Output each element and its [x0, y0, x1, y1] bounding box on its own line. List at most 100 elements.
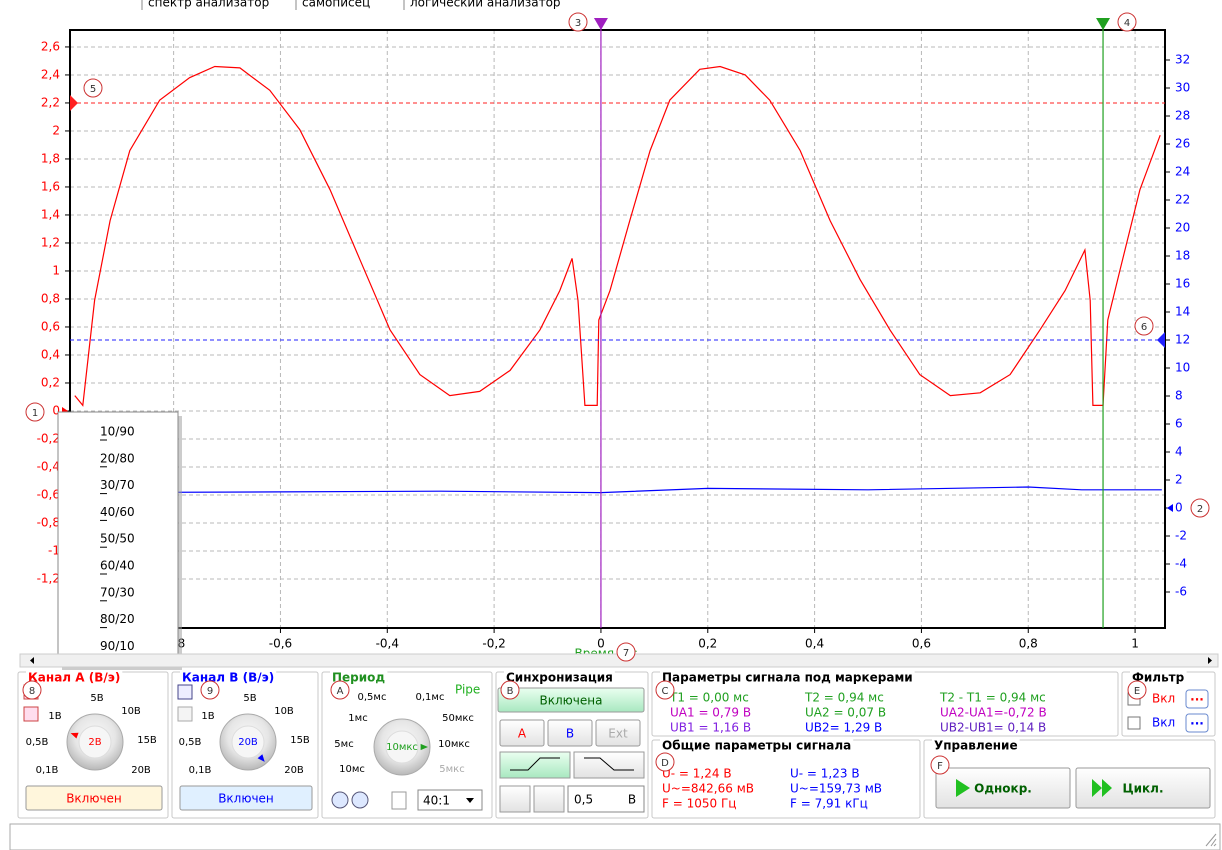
channel-button-label[interactable]: Включен — [66, 792, 122, 806]
menu-item[interactable]: 30/70 — [100, 478, 135, 492]
y-tick-label: 1,6 — [41, 179, 60, 193]
param-value: UB2-UB1= 0,14 В — [940, 721, 1046, 735]
dial-label: 15В — [290, 735, 310, 746]
x-tick-label: -0,2 — [482, 637, 505, 651]
y2-tick-label: 12 — [1175, 333, 1190, 347]
y2-tick-label: -6 — [1175, 585, 1187, 599]
cursor-handle[interactable] — [1157, 332, 1165, 349]
source-button[interactable] — [499, 719, 545, 747]
ratio-select[interactable] — [417, 789, 483, 811]
page-button[interactable] — [391, 791, 407, 810]
callout-label: 6 — [1141, 322, 1147, 333]
edge-button[interactable] — [573, 751, 645, 779]
param-value: F = 1050 Гц — [662, 797, 736, 811]
sync-button-label[interactable]: Включена — [540, 694, 603, 708]
y-tick-label: 1,8 — [41, 151, 60, 165]
control-button-label[interactable]: Цикл. — [1122, 782, 1163, 796]
source-button-label[interactable]: A — [518, 727, 527, 741]
source-button[interactable] — [595, 719, 641, 747]
channel-button[interactable] — [179, 785, 313, 811]
callout-circle — [1134, 316, 1154, 336]
y2-tick-label: 14 — [1175, 305, 1190, 319]
panel-title: Канал A (В/э) — [28, 671, 120, 685]
cursor-handle[interactable] — [1096, 18, 1111, 30]
filter-settings[interactable] — [1185, 689, 1209, 709]
level-input[interactable] — [567, 785, 645, 813]
dial-label: 1мс — [348, 713, 367, 724]
mode-button[interactable] — [499, 785, 531, 813]
checkbox[interactable] — [1127, 716, 1141, 730]
ratio-value[interactable]: 40:1 — [423, 794, 450, 808]
panel-title: Синхронизация — [506, 671, 613, 685]
dial-label: 10мкс — [438, 739, 470, 750]
y-tick-label: 1,4 — [41, 207, 60, 221]
dial-label: 20В — [284, 765, 304, 776]
param-value: UB2= 1,29 В — [805, 721, 882, 735]
zoom-button[interactable] — [331, 791, 349, 809]
x-tick-label: 0 — [597, 637, 605, 651]
icon[interactable] — [177, 706, 193, 722]
callout-label: F — [937, 761, 943, 772]
mode-button[interactable] — [533, 785, 565, 813]
x-tick-label: 0,2 — [698, 637, 717, 651]
y-tick-label: 0 — [52, 403, 60, 417]
dial-pointer — [420, 743, 428, 751]
dial-label: 1В — [48, 711, 61, 722]
menu-item[interactable]: 20/80 — [100, 451, 135, 465]
dial-value: 20В — [238, 737, 258, 748]
menu-item[interactable]: 90/10 — [100, 639, 135, 653]
channel-button-label[interactable]: Включен — [218, 792, 274, 806]
callout-circle — [200, 680, 220, 700]
y2-tick-label: 22 — [1175, 193, 1190, 207]
y-tick-label: -0,8 — [37, 515, 60, 529]
y2-tick-label: 24 — [1175, 165, 1190, 179]
plot-area — [70, 30, 1165, 628]
control-button[interactable] — [935, 767, 1071, 809]
control-button[interactable] — [1075, 767, 1211, 809]
callout-label: 7 — [623, 648, 629, 659]
y2-tick-label: -2 — [1175, 529, 1187, 543]
panel-title: Управление — [934, 739, 1018, 753]
y-tick-label: -1,2 — [37, 571, 60, 585]
source-button-label[interactable]: Ext — [608, 727, 628, 741]
menu-item[interactable]: 80/20 — [100, 612, 135, 626]
title-bg — [330, 670, 388, 685]
scroll-right[interactable] — [1208, 657, 1212, 664]
callout-label: E — [1134, 686, 1140, 697]
panel-title: Фильтр — [1132, 671, 1185, 685]
menu-item[interactable]: 40/60 — [100, 505, 135, 519]
play-icon — [956, 779, 970, 797]
y-tick-label: -0,2 — [37, 431, 60, 445]
source-button[interactable] — [547, 719, 593, 747]
source-button-label[interactable]: B — [566, 727, 574, 741]
icon[interactable] — [23, 706, 39, 722]
x-tick-label: 0,4 — [805, 637, 824, 651]
y2-tick-label: 18 — [1175, 249, 1190, 263]
sync-button[interactable] — [497, 687, 645, 713]
channel-button[interactable] — [25, 785, 163, 811]
cursor-handle[interactable] — [593, 18, 608, 30]
callout-label: 9 — [207, 686, 213, 697]
loop-icon — [1092, 779, 1112, 797]
icon[interactable] — [177, 684, 193, 700]
menu-item[interactable]: 70/30 — [100, 585, 135, 599]
param-value: U- = 1,24 В — [662, 767, 732, 781]
menu-item[interactable]: 10/90 — [100, 425, 135, 439]
x-tick-label: -0,4 — [376, 637, 399, 651]
cursor-handle[interactable] — [70, 94, 78, 111]
scroll-left[interactable] — [30, 657, 34, 664]
dial-label: 0,1В — [36, 765, 59, 776]
y-tick-label: 0,6 — [41, 319, 60, 333]
dial-label: 50мкс — [442, 713, 474, 724]
menu-item[interactable]: 60/40 — [100, 559, 135, 573]
control-button-label[interactable]: Однокр. — [974, 782, 1032, 796]
menu-item[interactable]: 50/50 — [100, 532, 135, 546]
zoom-button[interactable] — [351, 791, 369, 809]
param-value: UA2-UA1=-0,72 В — [940, 706, 1047, 720]
y-tick-label: 0,4 — [41, 347, 60, 361]
filter-settings[interactable] — [1185, 713, 1209, 733]
title-bg — [932, 738, 1020, 753]
tab: логический анализатор — [410, 0, 561, 10]
edge-button[interactable] — [499, 751, 571, 779]
offset-marker-b — [1167, 504, 1173, 513]
